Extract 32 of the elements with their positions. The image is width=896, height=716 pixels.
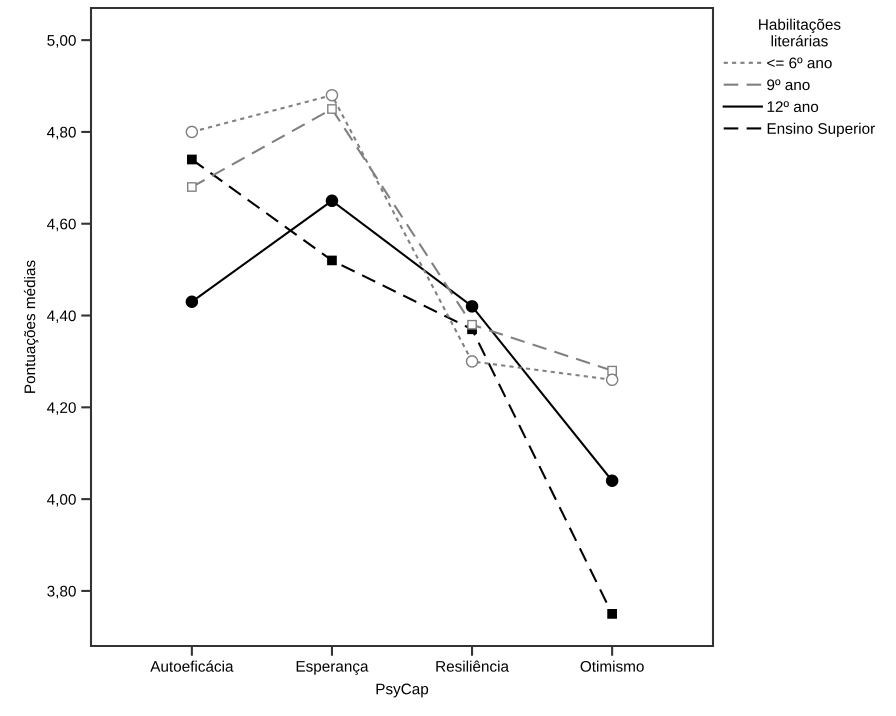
point — [187, 154, 197, 164]
y-tick-label: 4,40 — [47, 310, 76, 324]
legend-label: Ensino Superior — [768, 122, 875, 137]
point — [607, 609, 617, 619]
point — [187, 182, 197, 192]
point — [467, 320, 477, 330]
y-tick-label: 4,00 — [47, 494, 76, 507]
point — [466, 355, 478, 368]
point — [606, 374, 618, 386]
legend-title: Habilitações literárias — [759, 18, 840, 46]
point — [326, 194, 338, 208]
point — [186, 296, 198, 308]
x-tick-label: Autoeficácia — [150, 660, 234, 672]
x-tick-label: Otimismo — [580, 660, 644, 672]
point — [327, 256, 337, 266]
point — [606, 474, 618, 488]
point — [326, 88, 338, 102]
x-tick-label: Resiliência — [436, 660, 509, 672]
legend-label: 12º ano — [768, 101, 818, 112]
y-tick-label: 4,80 — [47, 126, 76, 140]
point — [327, 104, 337, 114]
y-tick-label: 5,00 — [47, 34, 76, 48]
y-tick-label: 4,20 — [47, 402, 76, 415]
point — [466, 300, 478, 313]
y-tick-label: 3,80 — [47, 586, 76, 598]
x-axis-title: PsyCap — [376, 684, 428, 698]
legend-label: 9º ano — [767, 79, 810, 90]
point — [186, 126, 198, 138]
y-tick-label: 4,60 — [47, 218, 76, 232]
y-axis-title: Pontuações médias — [24, 260, 38, 393]
legend-label: <= 6º ano — [767, 57, 832, 68]
x-tick-label: Esperança — [296, 661, 368, 675]
